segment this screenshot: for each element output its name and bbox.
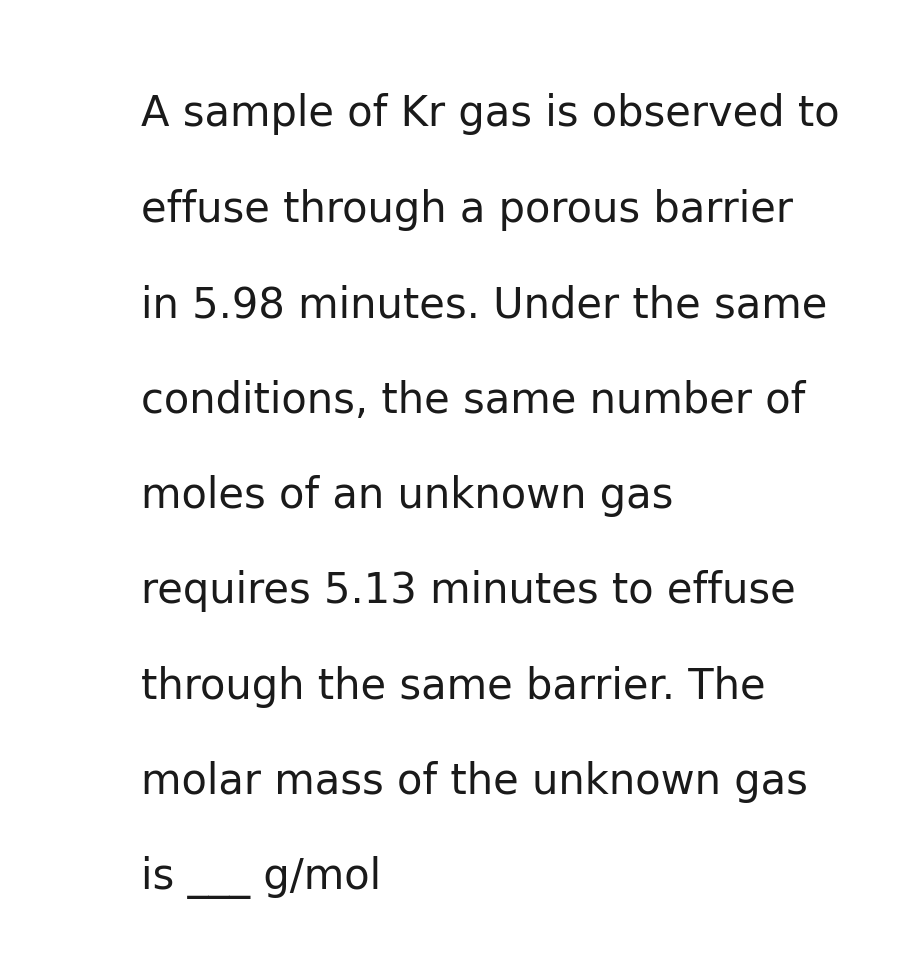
Text: requires 5.13 minutes to effuse: requires 5.13 minutes to effuse [141, 570, 795, 612]
Text: in 5.98 minutes. Under the same: in 5.98 minutes. Under the same [141, 284, 827, 326]
Text: moles of an unknown gas: moles of an unknown gas [141, 475, 673, 517]
Text: is ___ g/mol: is ___ g/mol [141, 855, 380, 899]
Text: A sample of Kr gas is observed to: A sample of Kr gas is observed to [141, 93, 839, 135]
Text: through the same barrier. The: through the same barrier. The [141, 665, 765, 707]
Text: conditions, the same number of: conditions, the same number of [141, 379, 805, 421]
Text: effuse through a porous barrier: effuse through a porous barrier [141, 189, 793, 231]
Text: molar mass of the unknown gas: molar mass of the unknown gas [141, 760, 807, 802]
